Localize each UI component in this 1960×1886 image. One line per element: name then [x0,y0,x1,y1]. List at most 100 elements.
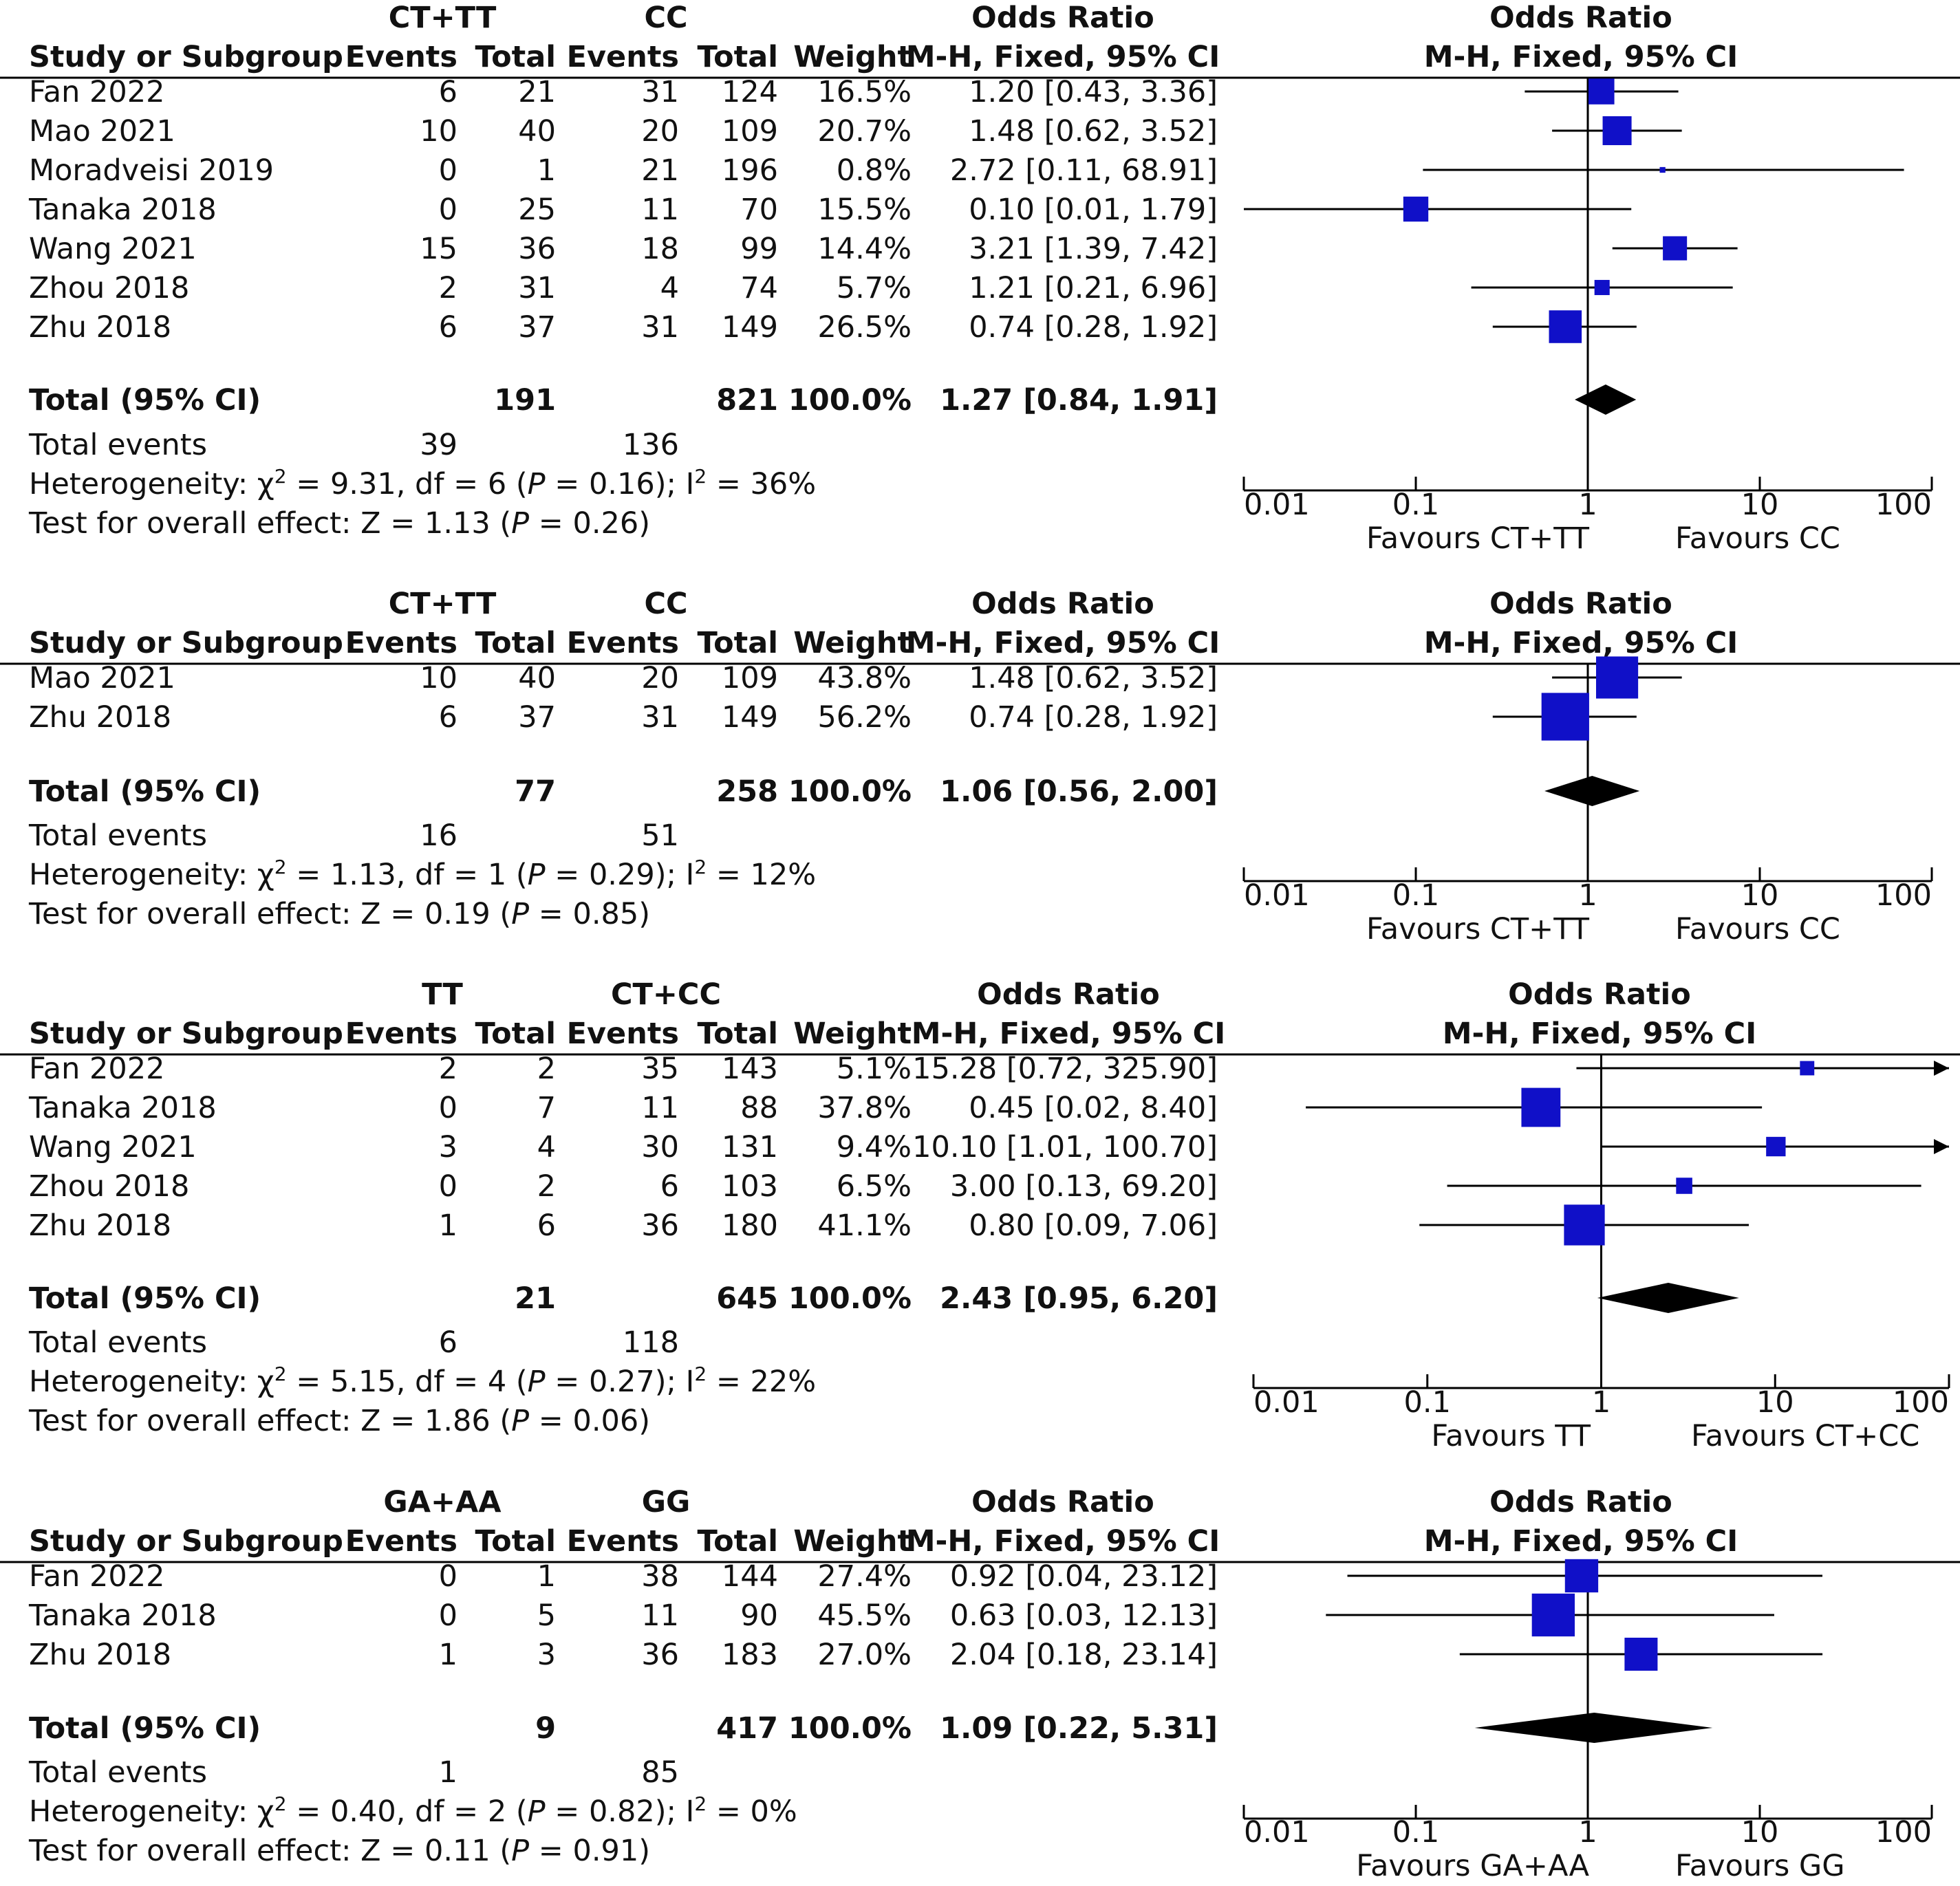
heterogeneity-label: Heterogeneity: [29,1365,248,1399]
total1-value: 2 [537,1169,556,1204]
total-events2-value: 85 [641,1755,679,1790]
paren: ( [506,467,527,501]
study-point-marker [1624,1637,1658,1671]
or-column-method: M-H, Fixed, 95% CI [906,1524,1220,1559]
z-value: 0.19 [424,897,491,931]
total-events-label: Total events [28,428,207,462]
plot-title: Odds Ratio [1489,1,1672,35]
events1-value: 10 [420,114,457,149]
favours-left-label: Favours GA+AA [1356,1849,1589,1883]
table-row: Fan 2022 2 2 35 143 5.1% 15.28 [0.72, 325.90] [29,1052,1949,1086]
equals-sign: = [707,467,750,501]
total1-value: 5 [537,1598,556,1633]
ci-right-arrow [1934,1139,1949,1154]
table-row: Tanaka 2018 0 5 11 90 45.5% 0.63 [0.03, 12.13] [28,1593,1774,1637]
x-axis: 0.01 0.1 1 10 100 Favours CT+TT Favours CC [1242,867,1933,946]
tick-label: 0.01 [1244,1815,1310,1850]
table-row: Zhou 2018 0 2 6 103 6.5% 3.00 [0.13, 69.20] [29,1169,1921,1204]
total1-value: 191 [494,383,556,418]
chi-superscript: 2 [274,1363,287,1385]
tick-label: 0.1 [1392,1815,1439,1850]
total2-value: 183 [722,1638,778,1672]
weight-value: 26.5% [817,310,912,345]
study-point-marker [1531,1593,1575,1637]
total2-value: 90 [740,1598,778,1633]
tick-label: 1 [1578,878,1597,913]
or-column-method: M-H, Fixed, 95% CI [906,40,1220,74]
odds-ratio-ci-value: 15.28 [0.72, 325.90] [912,1052,1218,1086]
tick-label: 0.1 [1404,1385,1451,1420]
plot-title: Odds Ratio [1489,587,1672,621]
total1-value: 40 [518,114,556,149]
heterogeneity-label: Heterogeneity: [29,467,248,501]
weight-value: 27.4% [817,1559,912,1594]
total1-column-header: Total [475,1017,556,1051]
heterogeneity-label: Heterogeneity: [29,1795,248,1829]
total-events2-value: 51 [641,819,679,853]
pooled-estimate-diamond [1474,1713,1713,1743]
events1-value: 2 [439,271,457,305]
i2-value: 22% [751,1365,817,1399]
group2-header: GG [642,1485,691,1519]
study-point-marker [1602,116,1632,146]
equals-sign: = [529,1834,572,1868]
tick-label: 10 [1741,488,1779,522]
total1-value: 21 [518,75,556,109]
overall-effect-test: Test for overall effect: Z = 0.11 (P = 0… [28,1834,650,1868]
odds-ratio-ci-value: 0.74 [0.28, 1.92] [969,700,1218,735]
study-name: Zhou 2018 [29,271,189,305]
events2-value: 11 [641,193,679,227]
total2-value: 149 [722,310,778,345]
i2-superscript: 2 [694,1363,707,1385]
total-weight-value: 100.0% [788,1281,912,1316]
odds-ratio-ci-value: 0.74 [0.28, 1.92] [969,310,1218,345]
total2-value: 109 [722,661,778,695]
events1-value: 0 [439,193,457,227]
events1-value: 15 [420,232,457,266]
weight-column-header: Weight [793,1017,912,1051]
p-symbol: P [528,1795,546,1829]
events1-value: 0 [439,1091,457,1125]
i2-superscript: 2 [694,856,707,878]
total1-value: 2 [537,1052,556,1086]
events2-value: 31 [641,75,679,109]
table-row: Zhu 2018 1 6 36 180 41.1% 0.80 [0.09, 7.06] [29,1204,1749,1246]
p-symbol: P [511,897,529,931]
study-point-marker [1589,78,1615,105]
weight-value: 37.8% [817,1091,912,1125]
weight-column-header: Weight [793,40,912,74]
study-point-marker [1521,1087,1561,1127]
df-value: 4 [488,1365,506,1399]
pooled-odds-ratio-ci: 1.27 [0.84, 1.91] [940,383,1218,418]
table-row: Wang 2021 3 4 30 131 9.4% 10.10 [1.01, 100.70] [29,1130,1949,1164]
study-point-marker [1541,693,1589,741]
study-point-marker [1663,236,1688,261]
overall-effect-test: Test for overall effect: Z = 1.86 (P = 0… [28,1404,650,1438]
plot-method: M-H, Fixed, 95% CI [1443,1017,1756,1051]
events2-value: 36 [641,1208,679,1243]
total1-value: 31 [518,271,556,305]
total1-value: 37 [518,310,556,345]
heterogeneity-stat: Heterogeneity: χ2 = 9.31, df = 6 (P = 0.… [29,465,816,501]
favours-right-label: Favours CC [1675,912,1840,946]
total1-value: 40 [518,661,556,695]
plot-title: Odds Ratio [1489,1485,1672,1519]
odds-ratio-ci-value: 0.10 [0.01, 1.79] [969,193,1218,227]
study-point-marker [1595,656,1639,699]
x-axis: 0.01 0.1 1 10 100 Favours GA+AA Favours GG [1242,1805,1933,1883]
tick-label: 100 [1893,1385,1949,1420]
tick-label: 0.01 [1244,878,1310,913]
plot-method: M-H, Fixed, 95% CI [1424,40,1738,74]
favours-right-label: Favours GG [1675,1849,1845,1883]
total-events2-value: 136 [623,428,679,462]
weight-value: 9.4% [837,1130,912,1164]
odds-ratio-ci-value: 0.63 [0.03, 12.13] [950,1598,1218,1633]
weight-value: 16.5% [817,75,912,109]
i2-value: 36% [751,467,817,501]
group2-header: CC [644,1,687,35]
weight-value: 41.1% [817,1208,912,1243]
total1-value: 6 [537,1208,556,1243]
study-column-header: Study or Subgroup [29,1524,343,1559]
odds-ratio-ci-value: 1.48 [0.62, 3.52] [969,661,1218,695]
